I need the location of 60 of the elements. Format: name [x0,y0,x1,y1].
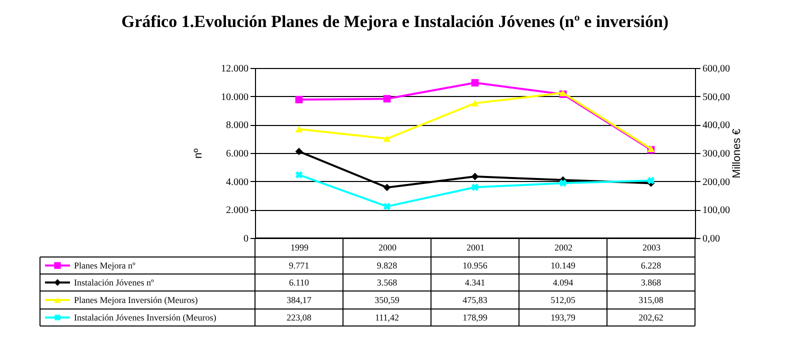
y-axis-title: nº [192,148,204,159]
point [383,135,391,142]
legend-label: Planes Mejora Inversión (Meuros) [74,295,198,305]
x-tick-label: 1999 [290,242,309,252]
y2-tick-label: 400,00 [702,120,730,132]
data-label: 9.828 [376,260,398,270]
point [295,148,303,156]
legend-label: Instalación Jóvenes nº [74,278,154,288]
data-label: 4.341 [464,278,486,288]
data-label: 6.110 [289,278,310,288]
y2-tick-label: 500,00 [702,92,730,103]
point [295,126,303,132]
data-label: 3.868 [640,278,662,288]
point [471,79,479,86]
x-tick-label: 2001 [466,242,484,252]
data-label: 512,05 [550,295,576,305]
point [295,171,303,178]
y-tick-label: 6.000 [226,148,248,160]
data-label: 223,08 [286,312,312,322]
point [383,202,391,210]
y-tick-label: 12.000 [221,64,248,74]
y2-tick-label: 0,00 [702,234,720,244]
point [295,96,303,104]
y2-tick-label: 300,00 [702,148,730,160]
data-label: 10.956 [462,260,488,270]
x-tick-label: 2003 [642,242,661,252]
y2-tick-label: 600,00 [702,64,730,74]
point [471,172,479,180]
point [471,184,479,191]
x-tick-label: 2000 [378,242,397,252]
y-tick-label: 10.000 [221,92,248,103]
data-label: 111,42 [374,312,400,322]
y2-tick-label: 200,00 [702,176,730,188]
data-label: 10.149 [550,260,576,270]
chart-title: Gráfico 1.Evolución Planes de Mejora e Instalación Jóvenes (nº e inversión) [121,12,669,31]
data-label: 475,83 [462,295,488,305]
x-tick-label: 2002 [554,242,572,252]
y2-axis-title: Millones € [731,128,743,178]
point [383,184,391,192]
y-tick-label: 8.000 [226,120,248,132]
point [471,100,479,106]
data-label: 193,79 [550,312,576,322]
data-label: 178,99 [462,312,488,322]
y2-tick-label: 100,00 [702,205,730,216]
y-tick-label: 0 [244,234,248,244]
data-label: 4.094 [552,278,574,288]
y-tick-label: 2.000 [226,205,248,216]
point [559,179,567,187]
data-label: 315,08 [638,295,664,305]
y-tick-label: 4.000 [226,176,248,188]
data-label: 9.771 [288,260,310,270]
point [383,95,391,102]
data-label: 350,59 [374,295,400,305]
data-label: 384,17 [286,295,312,305]
data-label: 202,62 [638,312,664,322]
point [647,176,655,184]
legend-label: Instalación Jóvenes Inversión (Meuros) [74,312,216,322]
legend-label: Planes Mejora nº [74,260,136,270]
data-label: 3.568 [376,278,398,288]
data-label: 6.228 [640,260,662,270]
